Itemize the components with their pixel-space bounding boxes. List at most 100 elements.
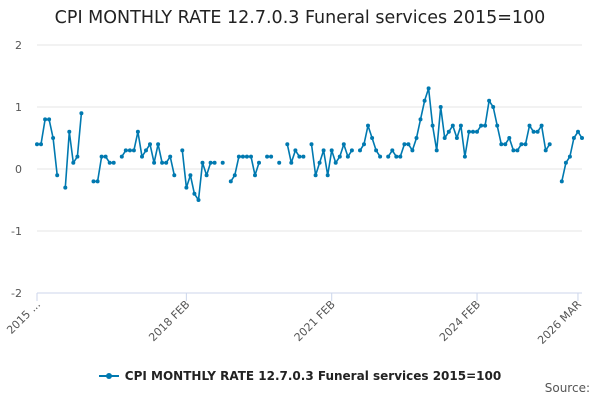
data-point[interactable]: [51, 136, 56, 140]
data-point[interactable]: [285, 142, 290, 147]
data-point[interactable]: [321, 148, 326, 153]
data-point[interactable]: [99, 154, 104, 159]
data-point[interactable]: [325, 173, 330, 178]
data-point[interactable]: [289, 160, 294, 165]
data-point[interactable]: [442, 136, 447, 140]
data-point[interactable]: [398, 154, 403, 159]
data-point[interactable]: [337, 154, 342, 159]
data-point[interactable]: [293, 148, 298, 153]
data-point[interactable]: [519, 142, 524, 147]
data-point[interactable]: [495, 123, 500, 128]
data-point[interactable]: [454, 136, 459, 140]
data-point[interactable]: [172, 173, 177, 178]
data-point[interactable]: [527, 123, 532, 128]
data-point[interactable]: [414, 136, 419, 140]
data-point[interactable]: [35, 142, 39, 147]
data-point[interactable]: [220, 160, 225, 165]
data-point[interactable]: [297, 154, 302, 159]
data-point[interactable]: [402, 142, 407, 147]
data-point[interactable]: [200, 160, 205, 165]
data-point[interactable]: [358, 148, 362, 153]
data-point[interactable]: [253, 173, 257, 178]
data-point[interactable]: [543, 148, 548, 153]
data-point[interactable]: [63, 185, 68, 190]
data-point[interactable]: [333, 160, 338, 165]
data-point[interactable]: [103, 154, 108, 159]
data-point[interactable]: [71, 160, 76, 165]
data-point[interactable]: [378, 154, 383, 159]
data-point[interactable]: [257, 160, 261, 165]
data-point[interactable]: [232, 173, 237, 178]
data-point[interactable]: [91, 179, 96, 184]
data-point[interactable]: [111, 160, 116, 165]
data-point[interactable]: [362, 142, 366, 147]
data-point[interactable]: [180, 148, 185, 153]
data-point[interactable]: [390, 148, 395, 153]
data-point[interactable]: [430, 123, 435, 128]
data-point[interactable]: [374, 148, 379, 153]
data-point[interactable]: [345, 154, 350, 159]
data-point[interactable]: [119, 154, 124, 159]
data-point[interactable]: [47, 117, 52, 122]
data-point[interactable]: [567, 154, 572, 159]
data-point[interactable]: [67, 129, 72, 134]
data-point[interactable]: [208, 160, 213, 165]
data-point[interactable]: [523, 142, 528, 147]
data-point[interactable]: [467, 129, 471, 134]
data-point[interactable]: [123, 148, 128, 153]
data-point[interactable]: [228, 179, 233, 184]
data-point[interactable]: [152, 160, 157, 165]
data-point[interactable]: [148, 142, 152, 147]
data-point[interactable]: [269, 154, 274, 159]
data-point[interactable]: [144, 148, 148, 153]
data-point[interactable]: [580, 136, 584, 140]
data-point[interactable]: [394, 154, 399, 159]
data-point[interactable]: [491, 105, 496, 109]
data-point[interactable]: [236, 154, 241, 159]
data-point[interactable]: [576, 129, 580, 134]
data-point[interactable]: [563, 160, 568, 165]
data-point[interactable]: [507, 136, 512, 140]
data-point[interactable]: [39, 142, 43, 147]
data-point[interactable]: [79, 111, 84, 116]
data-point[interactable]: [487, 98, 492, 103]
data-point[interactable]: [458, 123, 463, 128]
data-point[interactable]: [277, 160, 282, 165]
data-point[interactable]: [313, 173, 318, 178]
data-point[interactable]: [135, 129, 140, 134]
data-point[interactable]: [204, 173, 209, 178]
data-point[interactable]: [418, 117, 423, 122]
legend[interactable]: CPI MONTHLY RATE 12.7.0.3 Funeral servic…: [0, 366, 600, 383]
data-point[interactable]: [127, 148, 132, 153]
data-point[interactable]: [329, 148, 334, 153]
data-point[interactable]: [559, 179, 564, 184]
data-point[interactable]: [531, 129, 536, 134]
data-point[interactable]: [184, 185, 189, 190]
data-point[interactable]: [446, 129, 451, 134]
data-point[interactable]: [515, 148, 520, 153]
data-point[interactable]: [511, 148, 516, 153]
data-point[interactable]: [240, 154, 245, 159]
data-point[interactable]: [265, 154, 270, 159]
data-point[interactable]: [410, 148, 415, 153]
data-point[interactable]: [499, 142, 504, 147]
data-point[interactable]: [341, 142, 346, 147]
data-point[interactable]: [406, 142, 411, 147]
data-point[interactable]: [547, 142, 552, 147]
data-point[interactable]: [156, 142, 161, 147]
data-point[interactable]: [479, 123, 484, 128]
data-point[interactable]: [188, 173, 193, 178]
data-point[interactable]: [438, 105, 443, 109]
data-point[interactable]: [131, 148, 136, 153]
data-point[interactable]: [434, 148, 439, 153]
data-point[interactable]: [370, 136, 375, 140]
data-point[interactable]: [426, 86, 431, 91]
data-point[interactable]: [301, 154, 306, 159]
data-point[interactable]: [107, 160, 112, 165]
data-point[interactable]: [249, 154, 253, 159]
data-point[interactable]: [503, 142, 508, 147]
data-point[interactable]: [196, 198, 201, 202]
data-point[interactable]: [75, 154, 80, 159]
data-point[interactable]: [317, 160, 322, 165]
data-point[interactable]: [366, 123, 370, 128]
